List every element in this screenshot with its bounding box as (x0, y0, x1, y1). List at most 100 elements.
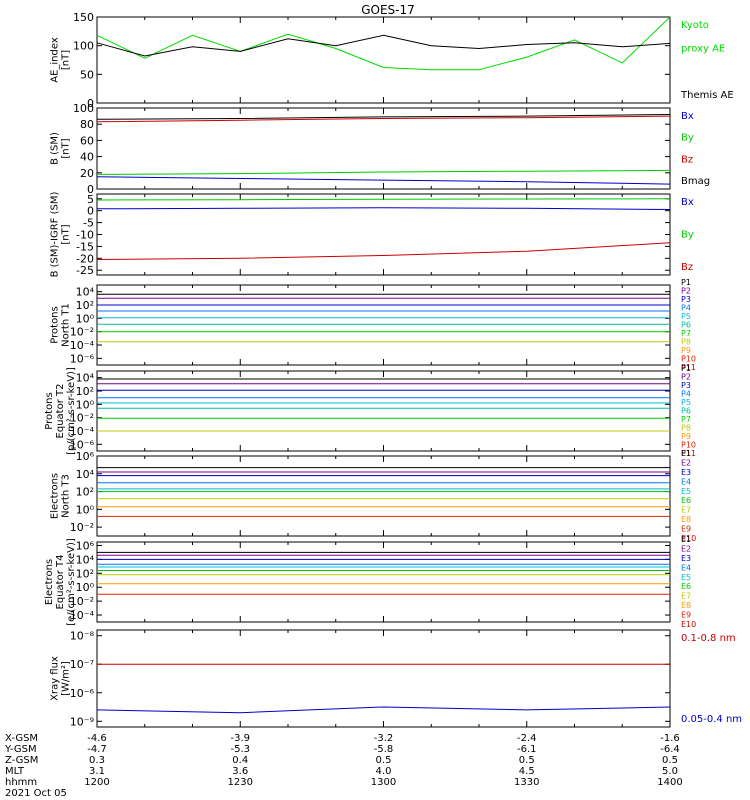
legend-entry: P10 (681, 355, 696, 364)
series-line (96, 16, 671, 71)
y-tick-label: 40 (80, 151, 94, 164)
series-line (96, 114, 671, 120)
legend-entry: P10 (681, 441, 696, 450)
y-axis-label: [W/m²] (61, 661, 72, 696)
x-axis-value: 1400 (657, 777, 682, 788)
y-tick-label: 10⁶ (76, 539, 95, 552)
legend-entry: Bz (681, 262, 693, 273)
legend-entry: E5 (681, 573, 691, 582)
legend-entry: E10 (681, 620, 696, 629)
legend-entry: Bmag (681, 176, 710, 187)
legend-entry: E9 (681, 611, 691, 620)
legend-entry: P1 (681, 364, 691, 373)
x-axis-value: 3.6 (232, 766, 248, 777)
series-line (96, 242, 671, 260)
legend-entry: Bx (681, 197, 694, 208)
legend-entry: E6 (681, 496, 691, 505)
panel-bsm: 100 80 60 40 20 0 B (SM) [nT] Bx By Bz Bmag (50, 102, 711, 196)
y-tick-label: -15 (76, 240, 94, 253)
legend-entry: P9 (681, 346, 691, 355)
y-tick-label: 10⁻² (70, 326, 94, 339)
legend-entry: P11 (681, 449, 696, 458)
y-axis-label: Protons (50, 306, 61, 343)
series-line (96, 34, 671, 57)
x-axis-value: 1300 (371, 777, 396, 788)
legend-entry: E10 (681, 534, 696, 543)
legend-entry: E8 (681, 601, 691, 610)
y-tick-label: 0 (87, 97, 94, 110)
legend-entry: proxy AE (681, 43, 725, 54)
x-axis-value: -5.8 (374, 744, 394, 755)
legend-entry: P5 (681, 312, 691, 321)
y-axis-label: Equator T2 (55, 384, 66, 439)
y-axis-label: [nT] (61, 224, 72, 244)
date-label: 2021 Oct 05 (5, 788, 67, 799)
x-axis-value: 0.5 (376, 755, 392, 766)
legend-entry: Bx (681, 111, 694, 122)
series-line (96, 176, 671, 185)
legend-entry: E6 (681, 582, 691, 591)
legend-entry: P8 (681, 424, 691, 433)
y-tick-label: 0 (87, 205, 94, 218)
legend-entry: Themis AE (680, 90, 734, 101)
y-tick-label: -5 (83, 217, 94, 230)
legend-entry: P4 (681, 304, 691, 313)
y-tick-label: 10⁻⁷ (70, 658, 94, 671)
y-tick-label: 0 (87, 183, 94, 196)
y-axis-label: Equator T4 (55, 555, 66, 610)
y-axis-label: [nT] (61, 50, 72, 70)
y-tick-label: 80 (80, 118, 94, 131)
y-tick-label: 10⁻² (70, 521, 94, 534)
legend-entry: E8 (681, 515, 691, 524)
legend-entry: P3 (681, 381, 691, 390)
legend-entry: E2 (681, 544, 691, 553)
panel-xray: 10⁻⁸ 10⁻⁷ 10⁻⁶ 10⁻⁹ Xray flux [W/m²] 0.1-0.8 n… (50, 629, 742, 728)
legend-entry: Kyoto (681, 20, 709, 31)
panel-frame (96, 370, 671, 452)
y-axis-label: B (SM)-IGRF (SM) (50, 192, 61, 278)
legend-entry: By (681, 133, 694, 144)
series-line (96, 706, 671, 714)
y-tick-label: 10⁴ (76, 468, 95, 481)
y-tick-label: 10⁻⁴ (70, 425, 95, 438)
y-tick-label: 10² (76, 567, 94, 580)
legend-entry: E4 (681, 563, 691, 572)
panel-frame (96, 107, 671, 190)
x-axis-value: -3.9 (230, 733, 250, 744)
x-axis-value: -2.4 (517, 733, 537, 744)
legend-entry: E9 (681, 525, 691, 534)
y-tick-label: 10⁻⁴ (70, 609, 95, 622)
x-axis-value: -5.3 (230, 744, 250, 755)
y-tick-label: 10⁻⁴ (70, 339, 95, 352)
legend-entry: P5 (681, 398, 691, 407)
legend-entry: E7 (681, 506, 691, 515)
y-axis-label: Electrons (44, 559, 55, 605)
y-tick-label: -20 (76, 252, 94, 265)
x-axis-table: X-GSM -4.6 -3.9 -3.2 -2.4 -1.6 Y-GSM -4.7 -5.3 -5… (4, 733, 683, 799)
y-axis-label: B (SM) (50, 132, 61, 165)
x-axis-value: 1330 (514, 777, 539, 788)
legend-entry: P1 (681, 278, 691, 287)
legend-entry: E1 (681, 449, 691, 458)
y-tick-label: 5 (87, 193, 94, 206)
series-line (96, 207, 671, 210)
y-axis-label: North T1 (61, 303, 72, 347)
y-axis-label: [nT] (61, 138, 72, 158)
x-axis-row-label: hhmm (5, 777, 37, 788)
y-tick-label: 10⁻⁸ (70, 630, 95, 643)
y-tick-label: 60 (80, 134, 94, 147)
y-tick-label: 10⁶ (76, 450, 95, 463)
plot-title: GOES-17 (361, 3, 415, 17)
y-tick-label: 10⁴ (76, 372, 95, 385)
y-tick-label: -25 (76, 264, 94, 277)
series-line (96, 115, 671, 123)
y-tick-label: 10⁻⁶ (70, 687, 95, 700)
legend-entry: P7 (681, 329, 691, 338)
legend-entry: E2 (681, 458, 691, 467)
x-axis-value: 5.0 (662, 766, 678, 777)
y-tick-label: 10⁻² (70, 595, 94, 608)
legend-entry: Bz (681, 154, 693, 165)
